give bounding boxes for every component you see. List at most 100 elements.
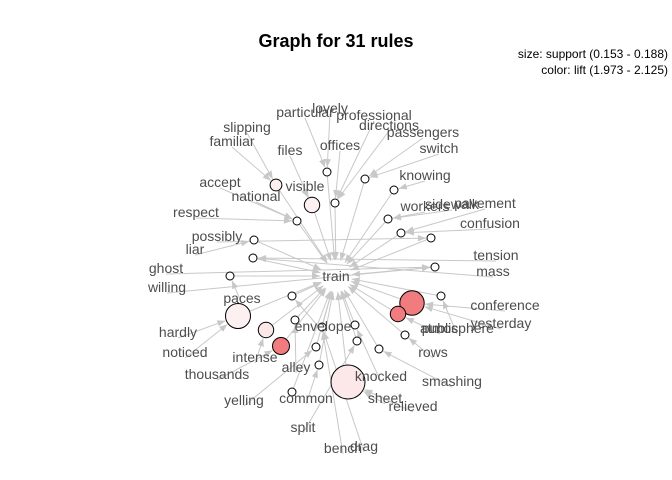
edge-item-to-rule (231, 146, 272, 181)
edge-item-to-rule (424, 306, 502, 330)
edge-item-to-rule-arrowhead (369, 171, 379, 178)
edge-item-to-rule (216, 349, 273, 381)
legend-size: size: support (0.153 - 0.188) (518, 47, 668, 61)
item-label: respect (173, 204, 219, 220)
edge-rule-to-train-arrowhead (351, 277, 361, 284)
edge-rule-to-train-arrowhead (312, 263, 322, 270)
rule-node (287, 291, 297, 301)
edge-item-to-rule-arrowhead (364, 389, 373, 396)
edge-item-to-rule (383, 350, 453, 388)
edge-rule-to-train-arrowhead (349, 284, 359, 292)
legend-color: color: lift (1.973 - 2.125) (541, 63, 668, 77)
edge-item-to-rule (356, 329, 382, 383)
edge-item-to-rule-arrowhead (393, 214, 402, 221)
edge-item-to-rule (364, 389, 414, 413)
item-label: professional (336, 107, 412, 123)
item-label: familiar (209, 133, 254, 149)
item-label: pavement (454, 195, 516, 211)
edge-item-to-rule (243, 349, 313, 407)
edge-item-to-rule-arrowhead (347, 345, 355, 354)
edge-item-to-rule (194, 240, 250, 256)
rule-node (287, 387, 297, 397)
item-label: accept (199, 174, 240, 190)
edge-rule-to-train-arrowhead (344, 289, 351, 299)
edge-rule-to-train (311, 204, 332, 262)
edge-item-to-rule-arrowhead (383, 351, 392, 358)
edge-item-to-rule (368, 137, 424, 177)
item-label: smashing (422, 373, 482, 389)
item-label: conference (470, 297, 539, 313)
edge-item-to-rule-arrowhead (283, 212, 293, 219)
rule-node (248, 253, 258, 263)
edge-item-to-rule-arrowhead (324, 158, 331, 167)
item-label: relieved (388, 398, 437, 414)
item-label: drag (350, 438, 378, 454)
item-label: hardly (159, 324, 197, 340)
edge-item-to-rule-arrowhead (338, 190, 346, 199)
rule-node (330, 198, 340, 208)
node-layer (225, 167, 446, 400)
item-label: directions (359, 117, 419, 133)
edge-item-to-rule-arrowhead (442, 300, 449, 310)
graph-title: Graph for 31 rules (258, 31, 413, 51)
edge-item-to-rule (165, 266, 431, 275)
edge-item-to-rule (166, 266, 431, 294)
edge-item-to-rule-arrowhead (357, 329, 364, 339)
rule-node (257, 321, 275, 339)
item-label: paces (223, 290, 260, 306)
edge-item-to-rule-arrowhead (216, 320, 226, 327)
rule-node (292, 216, 302, 226)
edge-item-to-rule-arrowhead (240, 240, 250, 247)
edge-item-to-rule-arrowhead (264, 350, 273, 357)
edge-item-to-rule-arrowhead (398, 183, 408, 190)
edge-item-to-rule (405, 228, 491, 234)
edge-rule-to-train-arrowhead (335, 291, 342, 301)
item-label: knowing (399, 167, 450, 183)
edge-item-to-rule-arrowhead (323, 331, 330, 341)
edge-rule-to-train (347, 286, 406, 336)
item-label: confusion (460, 215, 520, 231)
edge-item-to-rule-arrowhead (262, 172, 271, 181)
edge-rule-to-train-arrowhead (348, 286, 357, 294)
rule-node (225, 303, 251, 329)
rule-node (436, 291, 446, 301)
edge-item-to-rule-arrowhead (219, 324, 228, 332)
rule-node (225, 271, 235, 281)
item-label: mass (476, 263, 509, 279)
edge-rule-to-train (296, 220, 328, 264)
item-label: thousands (185, 366, 250, 382)
item-label: envelope (295, 318, 352, 334)
edge-item-to-rule-arrowhead (266, 170, 273, 179)
rule-node (399, 290, 425, 316)
item-label: atmosphere (420, 320, 494, 336)
edge-item-to-rule-arrowhead (283, 217, 292, 224)
item-label: intense (232, 349, 277, 365)
item-label: files (278, 142, 303, 158)
edge-rule-to-train-arrowhead (315, 285, 324, 294)
rule-node (430, 262, 440, 272)
edge-item-to-rule-arrowhead (303, 350, 313, 358)
edge-item-to-rule (257, 257, 494, 278)
rule-node (426, 233, 436, 243)
rule-node (317, 322, 327, 332)
edge-rule-to-train (253, 239, 322, 271)
edge-rule-to-train-arrowhead (332, 252, 339, 260)
item-label: liar (186, 241, 205, 257)
edge-rule-to-train-arrowhead (324, 291, 331, 300)
rule-node (290, 315, 300, 325)
edge-item-to-rule-arrowhead (292, 325, 299, 334)
edge-item-to-rule-arrowhead (417, 235, 426, 242)
edge-item-to-rule (405, 208, 486, 233)
item-label: slipping (223, 119, 270, 135)
rule-node (330, 364, 366, 400)
edge-item-to-rule (304, 117, 326, 168)
edge-item-to-rule (369, 153, 440, 178)
rule-node (350, 320, 360, 330)
edge-rule-to-train (349, 283, 399, 315)
edge-rule-to-train (350, 237, 432, 271)
rule-node (311, 342, 321, 352)
edge-item-to-rule-arrowhead (258, 255, 267, 263)
edge-rule-to-train (265, 285, 324, 331)
edge-rule-to-train (326, 171, 336, 261)
